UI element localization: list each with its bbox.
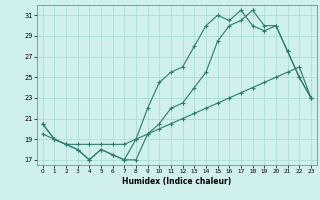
X-axis label: Humidex (Indice chaleur): Humidex (Indice chaleur): [122, 177, 231, 186]
